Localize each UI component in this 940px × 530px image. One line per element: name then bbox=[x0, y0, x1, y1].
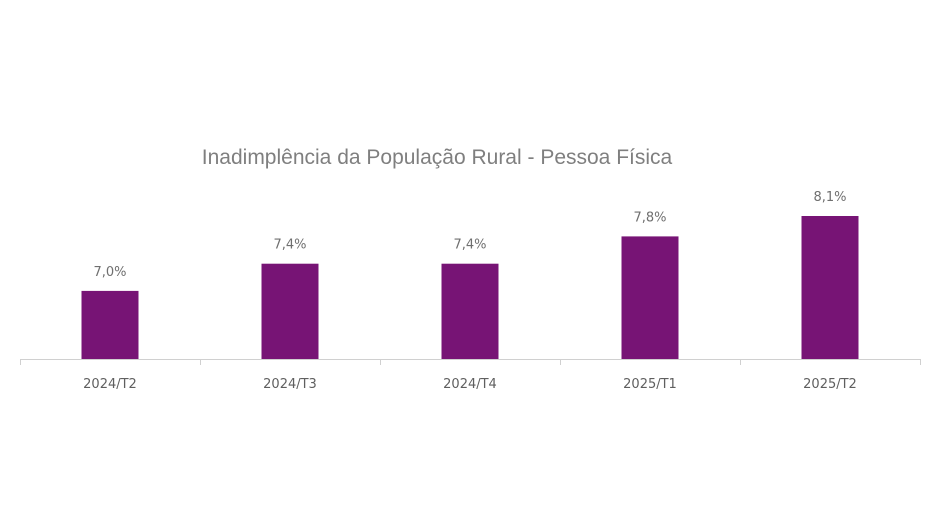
data-label: 7,8% bbox=[633, 210, 666, 225]
bar-2025-t1 bbox=[621, 236, 679, 359]
x-tick-label: 2024/T3 bbox=[263, 377, 317, 392]
bar-2025-t2 bbox=[801, 216, 859, 359]
bar-2024-t4 bbox=[441, 263, 499, 359]
bar-2024-t3 bbox=[261, 263, 319, 359]
chart-title: Inadimplência da População Rural - Pesso… bbox=[202, 146, 673, 169]
x-tick-label: 2025/T2 bbox=[803, 377, 857, 392]
x-tick-label: 2024/T4 bbox=[443, 377, 497, 392]
data-label: 7,0% bbox=[93, 265, 126, 280]
x-axis-ticks: 2024/T2 2024/T3 2024/T4 2025/T1 2025/T2 bbox=[20, 359, 921, 392]
x-tick-label: 2025/T1 bbox=[623, 377, 677, 392]
data-label: 7,4% bbox=[273, 238, 306, 253]
data-labels: 7,0% 7,4% 7,4% 7,8% 8,1% bbox=[93, 190, 846, 280]
data-label: 8,1% bbox=[813, 190, 846, 205]
data-label: 7,4% bbox=[453, 238, 486, 253]
x-tick-label: 2024/T2 bbox=[83, 377, 137, 392]
bar-2024-t2 bbox=[81, 290, 139, 359]
bars-layer bbox=[81, 216, 859, 359]
